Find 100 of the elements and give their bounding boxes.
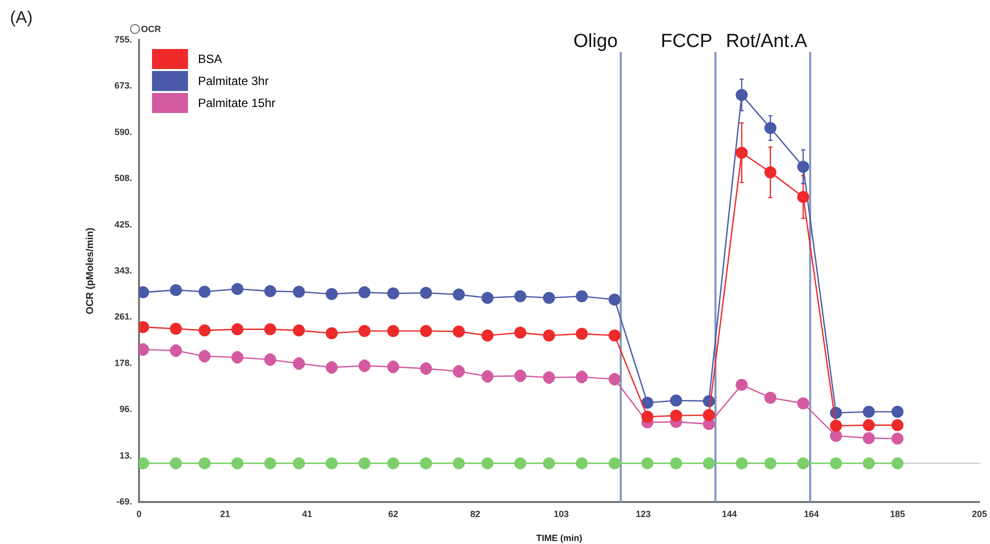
point — [576, 457, 588, 470]
point — [452, 326, 465, 338]
point — [198, 457, 211, 470]
point — [862, 419, 875, 432]
point — [481, 457, 494, 470]
legend-label: BSA — [198, 52, 222, 66]
point — [891, 432, 904, 445]
point — [452, 288, 465, 301]
point — [608, 294, 621, 306]
y-tick-label: 261. — [114, 311, 132, 322]
point — [231, 457, 244, 470]
point — [292, 324, 305, 336]
point — [764, 166, 776, 178]
point — [452, 457, 465, 470]
legend-label: Palmitate 3hr — [198, 74, 269, 88]
point — [670, 394, 682, 407]
point — [670, 457, 682, 470]
x-tick-label: 82 — [470, 508, 480, 519]
x-tick-label: 21 — [220, 508, 230, 519]
point — [514, 457, 526, 470]
point — [264, 323, 276, 336]
point — [608, 329, 621, 342]
y-tick-label: 590. — [114, 126, 132, 137]
text: OCR — [141, 24, 161, 34]
point — [891, 419, 904, 432]
point — [198, 324, 211, 336]
x-tick-label: 41 — [302, 508, 312, 519]
point — [198, 350, 211, 362]
point — [576, 328, 588, 340]
point — [608, 373, 621, 386]
point — [608, 457, 621, 470]
point — [764, 392, 776, 404]
x-tick-label: 123 — [636, 508, 651, 519]
point — [891, 457, 904, 470]
x-tick-label: 185 — [890, 508, 906, 519]
point — [481, 292, 494, 304]
point — [514, 326, 526, 339]
point — [736, 457, 748, 470]
point — [891, 406, 904, 418]
point — [358, 286, 370, 298]
point — [862, 432, 875, 444]
point — [420, 324, 432, 337]
x-tick-label: 144 — [722, 508, 737, 519]
y-tick-label: 96. — [119, 404, 132, 414]
y-tick-label: 755. — [114, 34, 132, 44]
x-tick-label: 205 — [972, 508, 988, 519]
point — [830, 457, 842, 470]
x-tick-label: 62 — [388, 508, 398, 519]
ref-line-label: Oligo — [573, 31, 618, 52]
point — [387, 457, 400, 470]
y-tick-label: 13. — [119, 450, 132, 461]
point — [387, 287, 400, 300]
y-tick-label: -69. — [116, 496, 132, 506]
point — [358, 324, 370, 337]
point — [641, 410, 654, 423]
point — [231, 282, 244, 295]
text: (A) — [10, 8, 33, 28]
point — [641, 396, 654, 409]
y-tick-label: 178. — [114, 358, 132, 368]
point — [420, 286, 432, 299]
point — [542, 292, 555, 304]
point — [292, 286, 305, 298]
point — [670, 410, 682, 422]
point — [764, 457, 776, 470]
point — [326, 288, 338, 300]
point — [358, 360, 370, 372]
y-tick-label: 425. — [114, 220, 132, 230]
point — [387, 324, 400, 337]
point — [326, 457, 338, 470]
point — [764, 122, 776, 134]
ref-line-label: Rot/Ant.A — [726, 31, 808, 52]
point — [514, 290, 526, 302]
y-axis-title: OCR (pMoles/min) — [84, 228, 96, 314]
point — [702, 409, 715, 422]
x-tick-label: 164 — [804, 508, 819, 519]
point — [170, 322, 182, 335]
point — [576, 290, 588, 302]
point — [702, 457, 715, 470]
x-tick-label: 103 — [554, 508, 569, 519]
point — [736, 378, 748, 391]
y-tick-label: 673. — [114, 80, 132, 90]
point — [170, 284, 182, 296]
point — [797, 457, 810, 470]
point — [641, 457, 654, 470]
point — [231, 323, 244, 336]
point — [542, 457, 555, 470]
point — [481, 329, 494, 342]
point — [264, 457, 276, 470]
point — [170, 457, 182, 470]
point — [198, 286, 211, 298]
point — [862, 457, 875, 470]
point — [542, 329, 555, 342]
legend-label: Palmitate 15hr — [198, 96, 276, 110]
point — [264, 285, 276, 298]
y-tick-label: 343. — [114, 265, 132, 276]
point — [797, 397, 810, 410]
x-axis-title: TIME (min) — [536, 533, 582, 544]
point — [358, 457, 370, 470]
x-tick-label: 0 — [136, 508, 142, 519]
y-tick-label: 508. — [114, 172, 132, 183]
